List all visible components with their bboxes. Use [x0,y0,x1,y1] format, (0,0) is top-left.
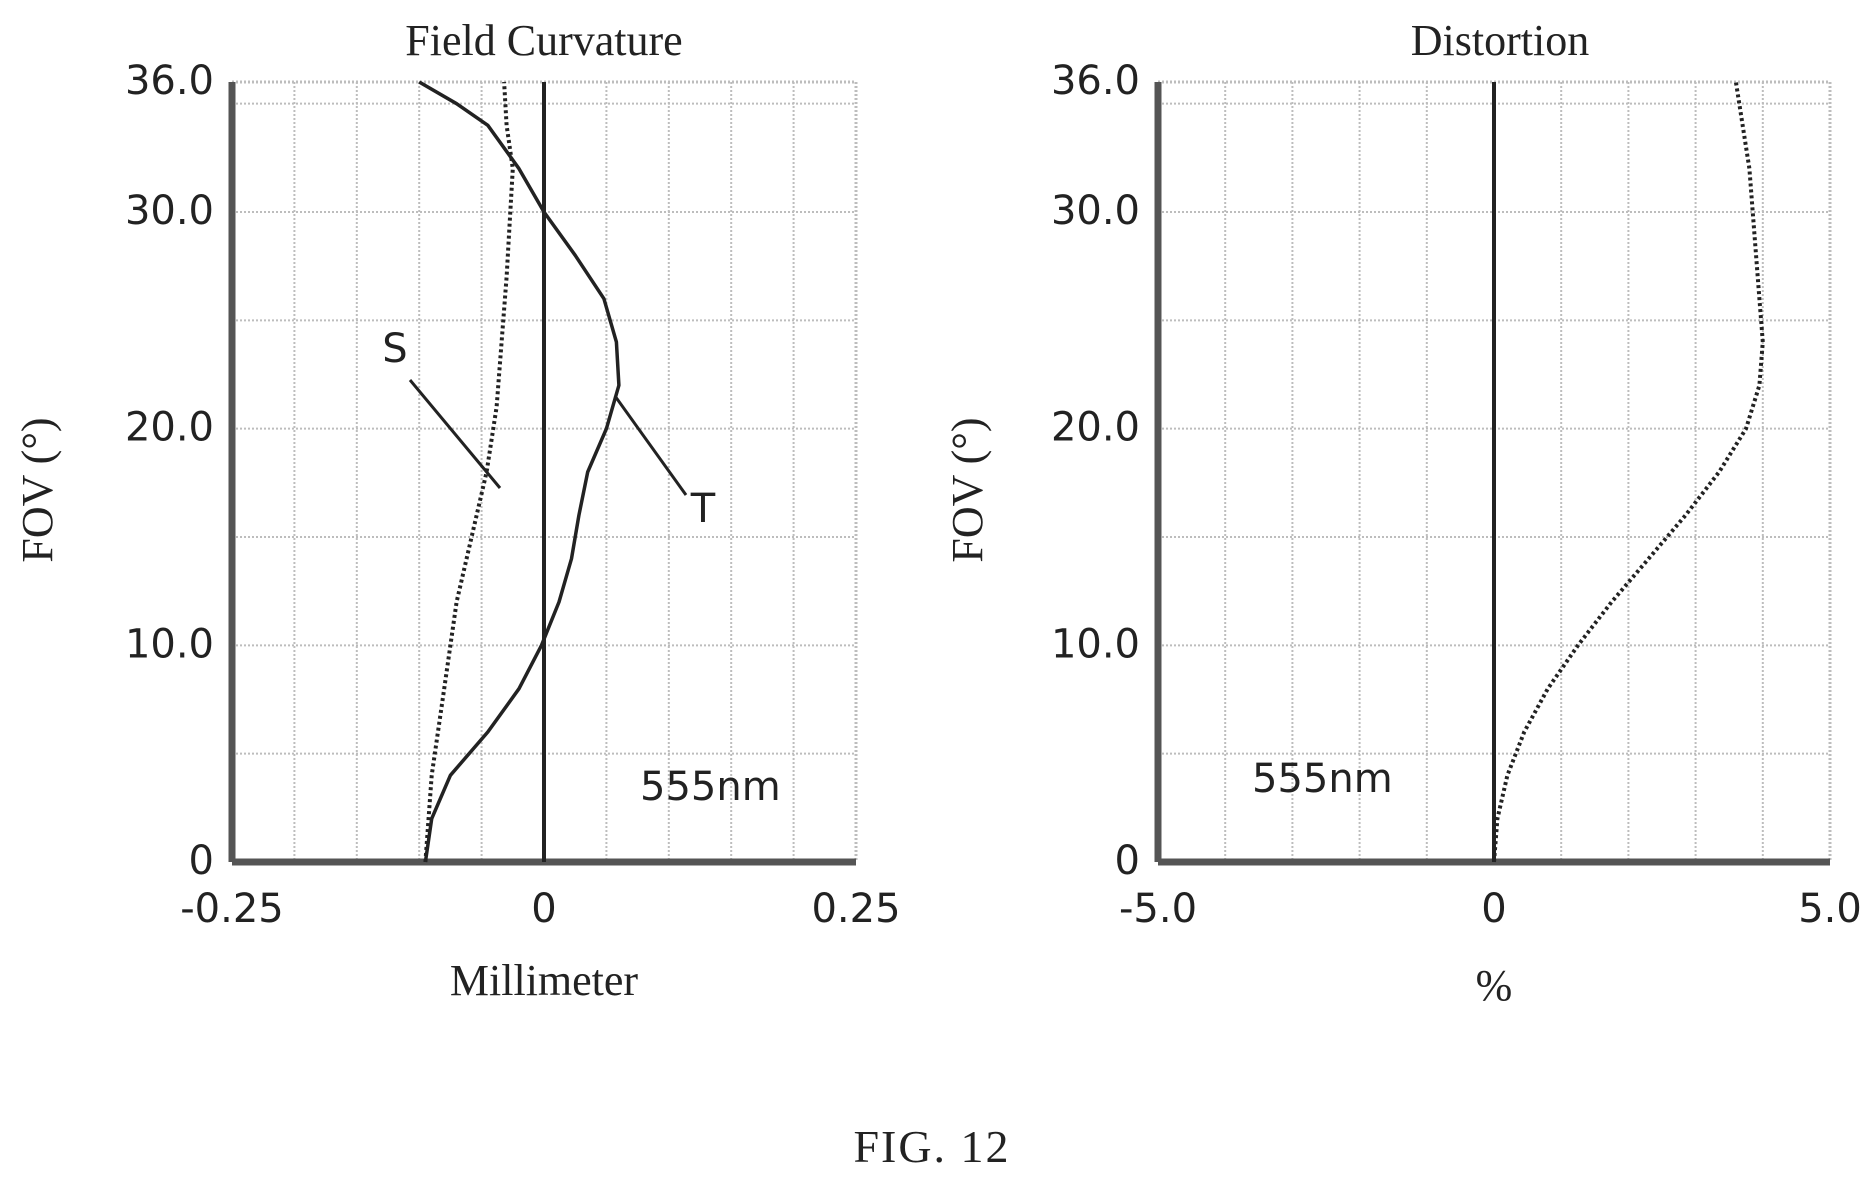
y-tick-label: 30.0 [125,188,214,234]
y-tick-label: 0 [1115,838,1140,884]
distortion-panel: 010.020.030.036.0-5.0 0 5.0Distortion%FOV … [943,16,1862,1010]
y-tick-label: 30.0 [1051,188,1140,234]
y-tick-label: 10.0 [1051,621,1140,667]
x-tick-label: 0 [1481,886,1506,932]
chart-title: Field Curvature [405,16,682,65]
curve-label-t: T [690,486,716,532]
y-tick-label: 10.0 [125,621,214,667]
wavelength-annotation: 555nm [1252,756,1393,802]
x-tick-label: 0.25 [811,886,900,932]
x-tick-label: 0 [531,886,556,932]
x-axis-label: Millimeter [450,956,639,1005]
y-tick-label: 20.0 [1051,405,1140,451]
chart-title: Distortion [1411,16,1589,65]
x-axis-label: % [1476,961,1513,1010]
leader-line-s [408,379,502,489]
x-tick-label: 5.0 [1798,886,1862,932]
series-line-s [423,81,515,863]
y-axis-label: FOV (°) [943,417,992,562]
y-axis-label: FOV (°) [13,417,62,562]
wavelength-annotation: 555nm [640,764,781,810]
figure-caption: FIG. 12 [853,1121,1011,1172]
y-tick-label: 0 [189,838,214,884]
y-tick-label: 20.0 [125,405,214,451]
curve-label-s: S [382,326,407,372]
y-tick-label: 36.0 [1051,58,1140,104]
y-tick-label: 36.0 [125,58,214,104]
x-tick-label: -5.0 [1119,886,1197,932]
series-line-t [418,80,621,863]
x-tick-label: -0.25 [180,886,284,932]
leader-line-t [613,395,688,496]
